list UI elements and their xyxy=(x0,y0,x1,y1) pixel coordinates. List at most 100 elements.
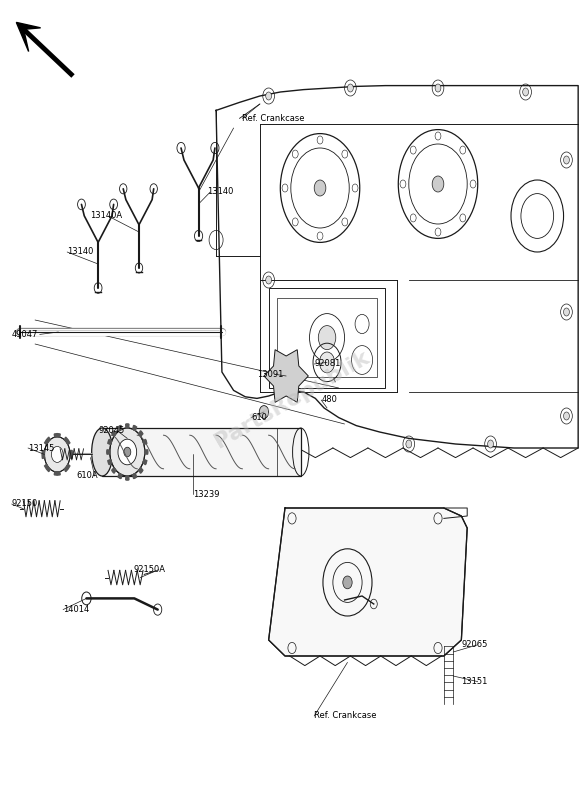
Circle shape xyxy=(82,592,91,605)
Circle shape xyxy=(110,428,145,476)
Circle shape xyxy=(343,576,352,589)
Text: 92081: 92081 xyxy=(314,359,340,369)
Polygon shape xyxy=(145,453,148,454)
Polygon shape xyxy=(143,461,147,463)
Polygon shape xyxy=(140,469,142,472)
Polygon shape xyxy=(108,459,111,462)
Polygon shape xyxy=(54,434,60,437)
Polygon shape xyxy=(120,474,122,478)
Polygon shape xyxy=(118,474,120,478)
Text: 13140: 13140 xyxy=(67,247,93,257)
Text: Ref. Crankcase: Ref. Crankcase xyxy=(242,114,305,123)
Text: 13140A: 13140A xyxy=(91,211,123,221)
Polygon shape xyxy=(64,464,70,472)
Polygon shape xyxy=(118,426,120,430)
Polygon shape xyxy=(64,437,70,445)
Polygon shape xyxy=(140,432,142,435)
Polygon shape xyxy=(16,22,40,51)
Circle shape xyxy=(314,180,326,196)
Polygon shape xyxy=(134,426,135,430)
Text: 49047: 49047 xyxy=(12,330,38,339)
Polygon shape xyxy=(108,461,112,463)
Polygon shape xyxy=(107,450,110,451)
Text: 13151: 13151 xyxy=(461,677,488,686)
Polygon shape xyxy=(143,462,146,465)
Ellipse shape xyxy=(92,428,113,476)
Polygon shape xyxy=(133,474,135,478)
Polygon shape xyxy=(113,470,116,474)
Polygon shape xyxy=(127,476,128,480)
Polygon shape xyxy=(145,450,148,451)
Polygon shape xyxy=(44,464,50,472)
Polygon shape xyxy=(70,450,72,458)
Bar xyxy=(277,298,377,377)
Polygon shape xyxy=(145,451,148,453)
Circle shape xyxy=(432,176,444,192)
Circle shape xyxy=(266,92,272,100)
Polygon shape xyxy=(126,424,127,428)
Circle shape xyxy=(435,84,441,92)
Text: 13239: 13239 xyxy=(193,490,219,499)
Polygon shape xyxy=(138,470,141,474)
Polygon shape xyxy=(107,453,110,454)
Text: 92150A: 92150A xyxy=(133,565,165,574)
Polygon shape xyxy=(108,441,112,443)
Text: 13145: 13145 xyxy=(28,443,54,453)
Circle shape xyxy=(51,446,63,462)
Circle shape xyxy=(266,276,272,284)
Text: Ref. Crankcase: Ref. Crankcase xyxy=(314,711,377,721)
Circle shape xyxy=(124,447,131,457)
Text: 14014: 14014 xyxy=(63,605,89,614)
Circle shape xyxy=(564,412,569,420)
Polygon shape xyxy=(54,472,60,475)
Polygon shape xyxy=(128,424,129,428)
Text: PartsRepublik: PartsRepublik xyxy=(211,347,373,453)
Polygon shape xyxy=(112,433,114,437)
Text: 13091: 13091 xyxy=(257,370,283,379)
Polygon shape xyxy=(133,426,135,430)
Polygon shape xyxy=(128,476,129,480)
Text: 92065: 92065 xyxy=(461,640,488,650)
Polygon shape xyxy=(134,426,137,430)
Circle shape xyxy=(488,440,493,448)
Polygon shape xyxy=(138,430,141,434)
Polygon shape xyxy=(113,430,116,434)
Circle shape xyxy=(564,156,569,164)
Polygon shape xyxy=(127,424,128,428)
Polygon shape xyxy=(119,474,121,478)
Circle shape xyxy=(118,439,137,465)
Polygon shape xyxy=(134,474,137,478)
Polygon shape xyxy=(144,442,147,445)
Text: 13140: 13140 xyxy=(207,187,234,197)
Polygon shape xyxy=(119,426,121,430)
Polygon shape xyxy=(134,474,135,478)
Polygon shape xyxy=(112,467,114,471)
Polygon shape xyxy=(140,467,143,471)
Circle shape xyxy=(154,604,162,615)
Text: 92045: 92045 xyxy=(98,426,124,435)
Polygon shape xyxy=(109,462,112,465)
Polygon shape xyxy=(42,450,44,458)
Bar xyxy=(269,288,385,388)
Circle shape xyxy=(44,437,70,472)
Polygon shape xyxy=(109,439,112,442)
Circle shape xyxy=(564,308,569,316)
Polygon shape xyxy=(140,433,143,437)
Circle shape xyxy=(319,352,335,373)
Polygon shape xyxy=(264,350,308,402)
Circle shape xyxy=(523,88,529,96)
Circle shape xyxy=(259,406,269,418)
Text: 92150: 92150 xyxy=(12,499,38,509)
Circle shape xyxy=(280,367,293,385)
Text: 610: 610 xyxy=(251,413,267,422)
Circle shape xyxy=(347,84,353,92)
Polygon shape xyxy=(126,476,127,480)
Polygon shape xyxy=(143,439,146,442)
Polygon shape xyxy=(120,426,122,430)
Text: 610A: 610A xyxy=(76,471,98,481)
Polygon shape xyxy=(144,459,147,462)
Polygon shape xyxy=(143,441,147,443)
Circle shape xyxy=(406,440,412,448)
Polygon shape xyxy=(44,437,50,445)
Polygon shape xyxy=(113,469,115,472)
